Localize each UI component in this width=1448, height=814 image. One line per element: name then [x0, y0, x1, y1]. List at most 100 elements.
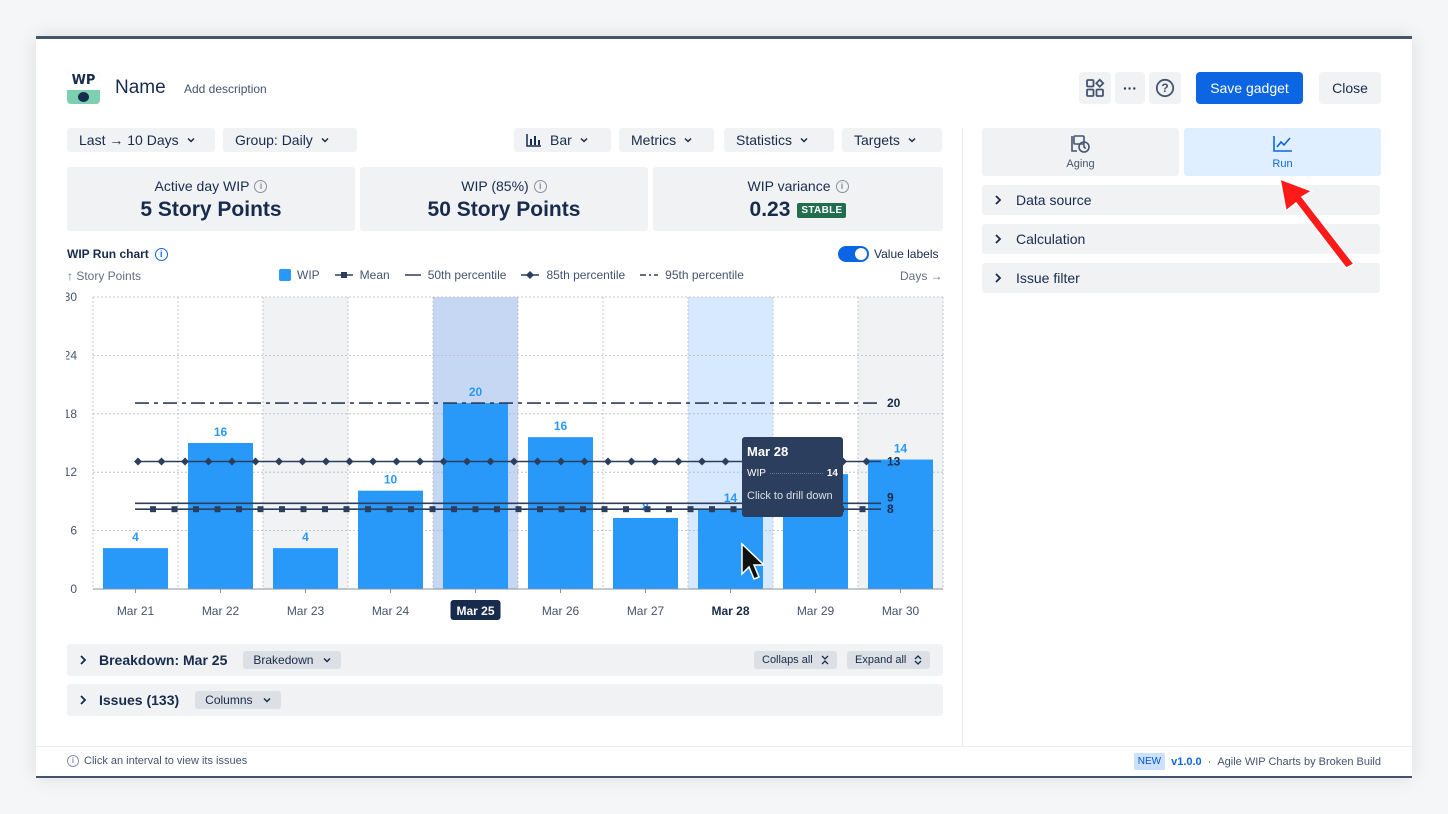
- legend-item-p95[interactable]: 95th percentile: [639, 268, 744, 282]
- targets-select[interactable]: Targets: [842, 128, 942, 152]
- p85-marker: [627, 457, 636, 466]
- reference-line-label: 13: [887, 454, 901, 468]
- help-icon: ?: [1155, 78, 1175, 98]
- calculation-row[interactable]: Calculation: [982, 224, 1380, 254]
- tooltip-title: Mar 28: [747, 444, 789, 459]
- mean-marker: [601, 506, 608, 513]
- info-icon[interactable]: i: [835, 179, 849, 193]
- info-icon[interactable]: i: [533, 179, 547, 193]
- p85-marker: [134, 457, 142, 466]
- add-description-link[interactable]: Add description: [184, 82, 267, 96]
- gadget-title[interactable]: Name: [115, 77, 166, 98]
- legend-item-p85[interactable]: 85th percentile: [520, 268, 625, 282]
- stat-card-active-wip: Active day WIP i 5 Story Points: [67, 167, 355, 231]
- expand-all-button[interactable]: Expand all: [847, 651, 931, 669]
- group-value: Group: Daily: [235, 132, 313, 148]
- annotation-arrow-icon: [1279, 177, 1356, 269]
- y-tick-label: 6: [70, 524, 77, 538]
- bar-value-label: 10: [384, 473, 398, 487]
- p85-marker: [392, 457, 401, 466]
- wip-bar[interactable]: [443, 403, 508, 589]
- status-badge: STABLE: [797, 202, 847, 218]
- breakdown-title: Breakdown: Mar 25: [99, 652, 228, 668]
- wip-bar[interactable]: [868, 459, 933, 589]
- stat-card-wip-variance: WIP variance i 0.23 STABLE: [653, 167, 943, 231]
- tab-run[interactable]: Run: [1184, 128, 1381, 176]
- group-select[interactable]: Group: Daily: [223, 128, 357, 152]
- columns-select[interactable]: Columns: [195, 691, 281, 709]
- add-widget-button[interactable]: [1079, 72, 1111, 104]
- close-button[interactable]: Close: [1319, 72, 1381, 104]
- data-source-row[interactable]: Data source: [982, 185, 1380, 215]
- breakdown-select-value: Brakedown: [253, 653, 314, 667]
- statistics-label: Statistics: [736, 132, 793, 148]
- p85-marker: [439, 457, 448, 466]
- panel-divider: [962, 128, 963, 746]
- value-labels-toggle[interactable]: Value labels: [838, 246, 939, 262]
- save-gadget-button[interactable]: Save gadget: [1196, 72, 1303, 104]
- run-chart-icon: [1272, 136, 1292, 152]
- mean-marker: [322, 506, 328, 513]
- p85-marker: [251, 457, 260, 466]
- more-button[interactable]: ···: [1115, 72, 1145, 104]
- issues-section[interactable]: Issues (133) Columns: [67, 684, 943, 716]
- aging-icon: [1070, 135, 1090, 153]
- date-range-select[interactable]: Last → 10 Days: [67, 128, 215, 152]
- x-tick-label: Mar 22: [202, 604, 240, 618]
- metrics-select[interactable]: Metrics: [619, 128, 714, 152]
- wip-bar[interactable]: [273, 548, 338, 589]
- p85-line-icon: [521, 271, 540, 279]
- new-badge: NEW: [1133, 753, 1166, 770]
- tab-aging[interactable]: Aging: [982, 128, 1179, 176]
- x-tick-label: Mar 30: [882, 604, 920, 618]
- collapse-icon: [821, 655, 829, 665]
- wip-bar[interactable]: [188, 443, 253, 589]
- footer-divider: [36, 746, 1412, 747]
- p85-marker: [369, 457, 377, 466]
- p85-marker: [862, 457, 871, 466]
- p85-marker: [557, 457, 565, 466]
- legend-item-mean[interactable]: Mean: [334, 268, 390, 282]
- bar-value-label: 14: [724, 491, 738, 505]
- wip-bar[interactable]: [103, 548, 168, 589]
- p85-marker: [275, 457, 283, 466]
- info-icon[interactable]: i: [154, 247, 168, 261]
- issue-filter-row[interactable]: Issue filter: [982, 263, 1380, 293]
- date-range-value: Last → 10 Days: [79, 132, 179, 148]
- p85-marker: [463, 457, 471, 466]
- chart-type-select[interactable]: Bar: [514, 128, 611, 152]
- wip-bar[interactable]: [358, 490, 423, 589]
- info-icon: i: [67, 755, 79, 767]
- p85-marker: [651, 457, 659, 466]
- help-button[interactable]: ?: [1149, 72, 1181, 104]
- stat-label: WIP (85%): [461, 178, 529, 194]
- breakdown-select[interactable]: Brakedown: [243, 651, 342, 669]
- mean-marker: [279, 506, 285, 513]
- mean-marker: [429, 506, 436, 513]
- p85-marker: [298, 457, 307, 466]
- bar-value-label: 14: [894, 442, 908, 456]
- chevron-right-icon: [80, 695, 87, 705]
- info-icon[interactable]: i: [254, 179, 268, 193]
- mean-marker: [451, 506, 457, 513]
- breakdown-section[interactable]: Breakdown: Mar 25 Brakedown Collaps all …: [67, 644, 943, 676]
- stat-value: 0.23: [749, 198, 791, 221]
- x-tick-label: Mar 26: [542, 604, 580, 618]
- stat-value: 5 Story Points: [140, 198, 282, 221]
- legend-item-p50[interactable]: 50th percentile: [404, 268, 506, 282]
- p85-marker: [510, 457, 518, 466]
- p85-marker: [416, 457, 424, 466]
- statistics-select[interactable]: Statistics: [724, 128, 834, 152]
- legend-item-wip[interactable]: WIP: [279, 268, 320, 282]
- mean-marker: [730, 506, 737, 513]
- app-logo: WP: [67, 72, 100, 104]
- selected-category-highlight: [450, 600, 501, 620]
- collapse-all-button[interactable]: Collaps all: [754, 651, 837, 669]
- x-tick-label: Mar 29: [797, 604, 835, 618]
- p85-marker: [345, 457, 354, 466]
- version-link[interactable]: v1.0.0: [1171, 755, 1202, 768]
- mean-line-icon: [334, 272, 353, 278]
- p85-marker: [698, 457, 706, 466]
- wip-bar[interactable]: [613, 517, 678, 589]
- toggle-switch[interactable]: [838, 246, 869, 262]
